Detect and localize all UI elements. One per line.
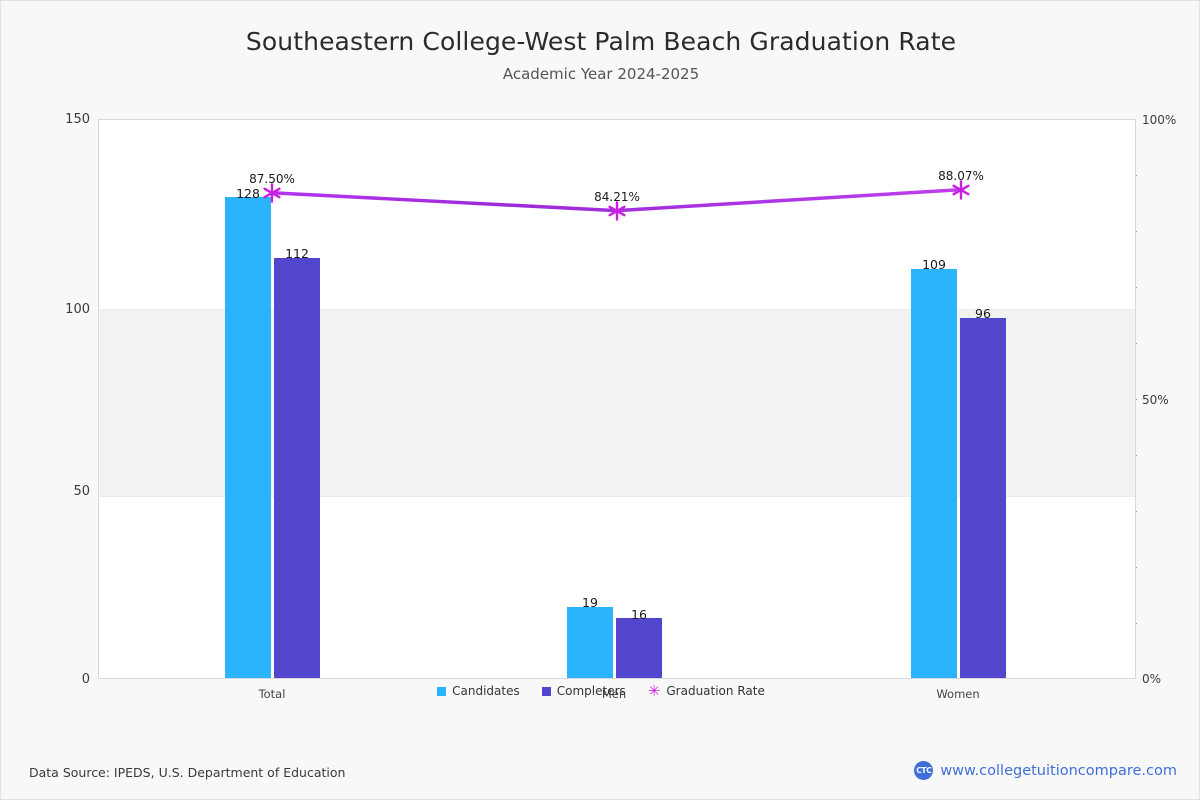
chart-subtitle: Academic Year 2024-2025 [502, 65, 700, 83]
bar-completers-men[interactable] [616, 618, 662, 678]
y-axis-label-0: 0 [81, 672, 90, 687]
legend-asterisk-icon: ✳ [647, 681, 661, 700]
legend-item-candidates[interactable]: Candidates [437, 684, 520, 698]
y-axis-label-100: 100 [65, 302, 90, 317]
x-axis-label-men: Men [601, 687, 627, 701]
ctc-logo-icon: CTC [914, 761, 934, 780]
bar-value-completers-total: 112 [285, 246, 309, 261]
gridline-100 [99, 309, 1135, 310]
y-axis-label-150: 150 [65, 112, 90, 127]
x-axis-label-total: Total [258, 687, 286, 701]
bar-value-candidates-women: 109 [922, 257, 946, 272]
legend-item-completers[interactable]: Completers [541, 684, 626, 698]
bar-completers-women[interactable] [960, 318, 1006, 678]
rate-value-women: 88.07% [938, 169, 984, 183]
legend-swatch-completers-icon [541, 686, 551, 696]
brand-link[interactable]: CTC www.collegetuitioncompare.com [914, 761, 1177, 780]
rate-marker-men-asterisk-icon[interactable] [607, 201, 627, 221]
y2-axis-label-100: 100% [1142, 113, 1177, 127]
rate-marker-total-asterisk-icon[interactable] [262, 183, 282, 203]
page-title: Southeastern College-West Palm Beach Gra… [245, 27, 957, 56]
bar-value-candidates-men: 19 [582, 595, 598, 610]
y2-axis-label-0: 0% [1142, 672, 1162, 686]
legend-label-graduation-rate: Graduation Rate [666, 684, 765, 698]
x-axis-label-women: Women [936, 687, 980, 701]
legend-label-candidates: Candidates [452, 684, 520, 698]
bar-completers-total[interactable] [274, 258, 320, 678]
bar-value-completers-men: 16 [631, 607, 647, 622]
legend-swatch-candidates-icon [437, 686, 447, 696]
legend-item-graduation-rate[interactable]: ✳ Graduation Rate [647, 681, 765, 700]
rate-value-men: 84.21% [594, 190, 640, 204]
y2-axis-label-50: 50% [1142, 393, 1169, 407]
gridline-50 [99, 496, 1135, 497]
legend-label-completers: Completers [556, 684, 626, 698]
brand-url-text: www.collegetuitioncompare.com [940, 762, 1177, 779]
chart-legend: Candidates Completers ✳ Graduation Rate [1, 681, 1200, 700]
rate-value-total: 87.50% [249, 172, 295, 186]
bar-candidates-women[interactable] [911, 269, 957, 678]
bar-candidates-men[interactable] [567, 607, 613, 678]
bar-value-candidates-total: 128 [236, 186, 260, 201]
y-axis-label-50: 50 [73, 484, 90, 499]
rate-marker-women-asterisk-icon[interactable] [951, 180, 971, 200]
plot-area: 128 112 19 16 109 96 [98, 119, 1136, 679]
data-source-note: Data Source: IPEDS, U.S. Department of E… [29, 765, 346, 780]
bar-value-completers-women: 96 [975, 306, 991, 321]
bar-candidates-total[interactable] [225, 197, 271, 678]
